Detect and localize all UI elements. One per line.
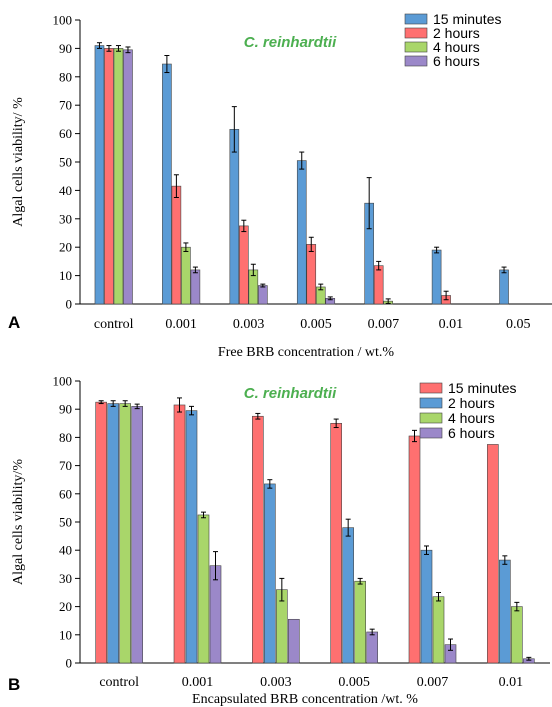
legend-swatch [405,56,427,66]
bar [499,560,510,663]
y-tick-label: 30 [59,571,72,586]
y-axis-title: Algal cells viability/% [11,459,26,585]
bar [343,528,354,663]
bar [288,619,299,663]
bar [114,48,123,304]
y-axis-title: Algal cells viability/ % [11,97,26,227]
y-tick-label: 60 [59,486,72,501]
legend-swatch [420,398,442,408]
y-tick-label: 0 [66,656,73,671]
bar [230,129,239,304]
bar [258,286,267,304]
y-tick-label: 60 [59,126,72,141]
x-axis-title: Encapsulated BRB concentration /wt. % [192,692,418,707]
bar [191,270,200,304]
bar [264,484,275,663]
x-tick-label: 0.001 [165,317,197,332]
y-tick-label: 80 [59,430,72,445]
species-label: C. reinhardtii [244,34,337,51]
bar [421,550,432,663]
x-tick-label: 0.01 [499,675,524,690]
y-tick-label: 80 [59,69,72,84]
legend-swatch [405,14,427,24]
chart-panel-a: 0 10 20 30 40 50 60 70 80 90 100 control 0.001 0.003 0… [8,11,552,360]
x-tick-label: 0.05 [506,317,531,332]
y-tick-label: 50 [59,155,72,170]
bar [95,46,104,304]
bar [132,406,143,663]
y-tick-label: 100 [53,374,73,389]
bar [123,50,132,304]
legend-label: 15 minutes [448,380,516,396]
bar [367,632,378,663]
bar [355,581,366,663]
legend-swatch [420,383,442,393]
bar [409,436,420,663]
bar [108,404,119,663]
bar [120,404,131,663]
legend-swatch [420,428,442,438]
bar [252,416,263,663]
y-tick-label: 20 [59,240,72,255]
y-tick-label: 40 [59,543,72,558]
bar [433,597,444,663]
bar [500,270,509,304]
y-tick-label: 40 [59,183,72,198]
legend-swatch [405,42,427,52]
bar [172,186,181,304]
species-label: C. reinhardtii [244,385,337,402]
legend-label: 6 hours [433,53,480,69]
chart-panel-b: 0 10 20 30 40 50 60 70 80 90 100 control 0.001 0.003 0… [8,374,550,707]
y-tick-label: 70 [59,458,72,473]
x-tick-label: 0.007 [417,675,449,690]
bar [174,405,185,663]
bar [511,607,522,663]
x-tick-label: 0.003 [233,317,265,332]
bar [374,266,383,304]
bar [104,48,113,304]
y-tick-label: 20 [59,599,72,614]
bar [297,161,306,304]
x-tick-label: control [99,675,139,690]
x-tick-label: 0.01 [439,317,464,332]
bar [96,402,107,663]
x-tick-label: 0.001 [182,675,214,690]
panel-label: A [8,313,20,332]
legend-swatch [420,413,442,423]
y-tick-label: 30 [59,211,72,226]
bar [307,244,316,304]
y-tick-label: 90 [59,41,72,56]
x-tick-label: 0.007 [368,317,400,332]
legend-label: 2 hours [448,395,495,411]
bar [181,247,190,304]
y-tick-label: 50 [59,515,72,530]
y-tick-label: 10 [59,268,72,283]
x-tick-label: 0.005 [338,675,370,690]
x-axis-title: Free BRB concentration / wt.% [218,345,394,360]
legend-swatch [405,28,427,38]
y-tick-label: 0 [66,297,73,312]
bar [198,515,209,663]
bar [162,64,171,304]
panel-label: B [8,675,20,694]
legend-label: 4 hours [448,410,495,426]
x-tick-label: 0.003 [260,675,292,690]
y-tick-label: 100 [53,13,73,28]
y-tick-label: 10 [59,627,72,642]
y-tick-label: 90 [59,402,72,417]
bar [432,250,441,304]
legend-label: 6 hours [448,425,495,441]
x-tick-label: control [94,317,134,332]
bar [239,226,248,304]
x-tick-label: 0.005 [300,317,332,332]
y-tick-label: 70 [59,98,72,113]
bar [331,423,342,663]
bar [186,411,197,663]
bar [487,444,498,663]
